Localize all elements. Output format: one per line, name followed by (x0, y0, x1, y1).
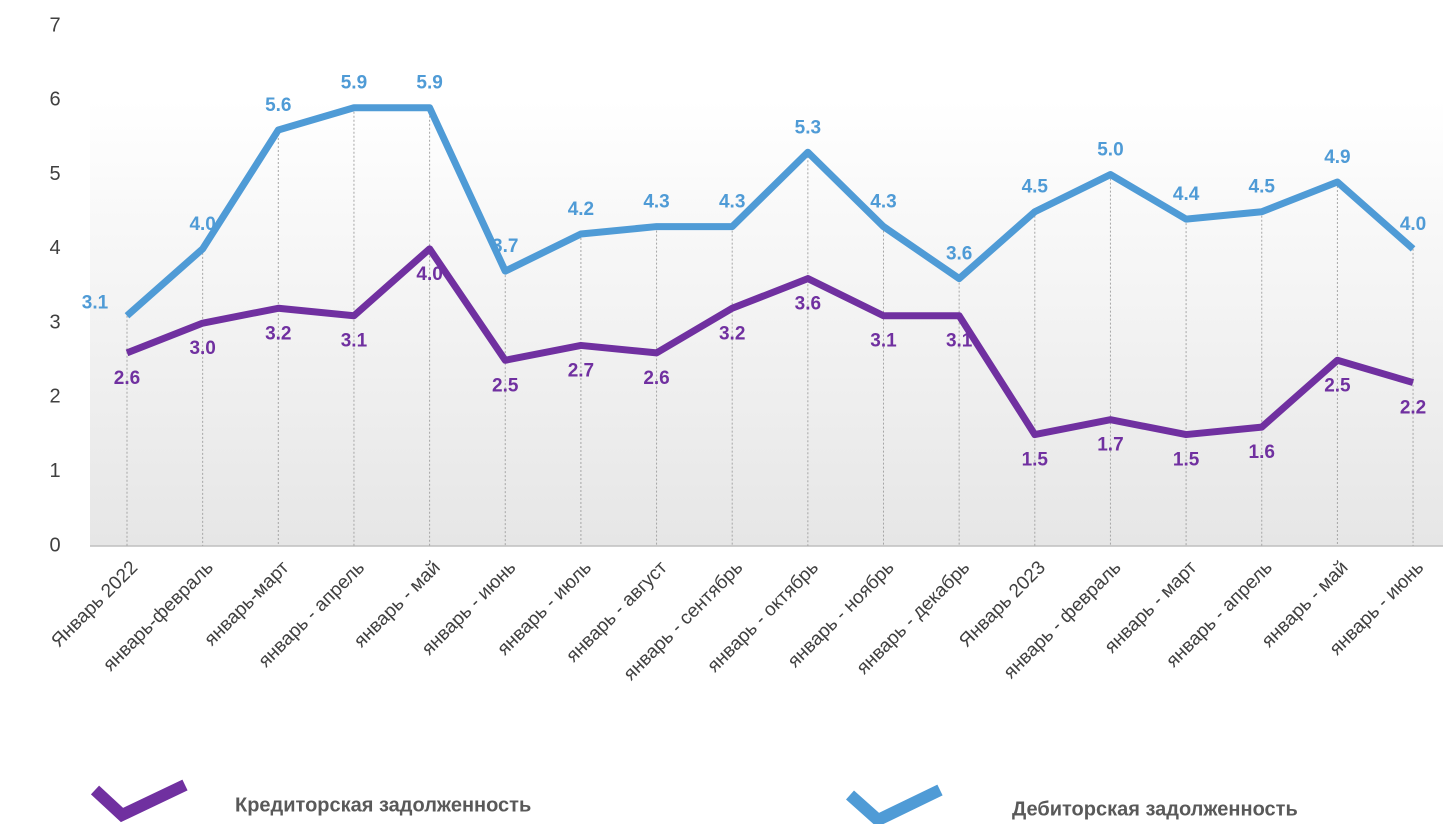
data-label: 4.5 (1249, 177, 1276, 198)
data-label: 1.7 (1097, 435, 1123, 456)
data-label: 4.3 (643, 192, 669, 213)
legend-label: Кредиторская задолженность (235, 794, 531, 816)
data-label: 4.4 (1173, 184, 1200, 205)
data-label: 5.9 (341, 73, 367, 94)
data-label: 4.3 (870, 192, 896, 213)
data-label: 4.9 (1324, 147, 1350, 168)
y-tick-label: 2 (49, 386, 60, 408)
data-label: 5.0 (1097, 140, 1123, 161)
y-tick-label: 1 (49, 460, 60, 482)
data-label: 4.3 (719, 192, 745, 213)
data-label: 1.5 (1173, 450, 1200, 471)
legend-icon (846, 784, 943, 824)
data-label: 3.2 (265, 323, 291, 344)
data-label: 3.2 (719, 323, 745, 344)
data-label: 3.1 (341, 331, 368, 352)
y-tick-label: 6 (49, 89, 60, 111)
legend-icon (90, 779, 188, 823)
data-label: 1.5 (1022, 450, 1049, 471)
data-label: 3.0 (189, 338, 215, 359)
data-label: 2.5 (492, 375, 519, 396)
data-label: 1.6 (1249, 442, 1275, 463)
data-label: 3.1 (946, 331, 973, 352)
data-label: 2.7 (568, 360, 594, 381)
data-label: 2.5 (1324, 375, 1351, 396)
data-label: 3.1 (82, 293, 109, 314)
series-line (124, 104, 1416, 319)
data-label: 5.3 (795, 117, 821, 138)
data-label: 2.6 (643, 368, 669, 389)
data-label: 4.5 (1022, 177, 1049, 198)
data-label: 4.0 (189, 214, 215, 235)
data-label: 4.0 (416, 264, 442, 285)
data-label: 3.7 (492, 236, 518, 257)
legend-label: Дебиторская задолженность (1012, 798, 1298, 820)
y-tick-label: 0 (49, 534, 60, 556)
y-tick-label: 5 (49, 163, 60, 185)
data-label: 5.6 (265, 95, 291, 116)
series-line (125, 245, 1415, 439)
y-tick-label: 4 (49, 237, 60, 259)
data-label: 4.2 (568, 199, 594, 220)
data-label: 3.6 (795, 294, 821, 315)
data-label: 2.6 (114, 368, 140, 389)
plot-background (90, 100, 1443, 546)
y-tick-label: 3 (49, 311, 60, 333)
data-label: 3.1 (870, 331, 897, 352)
data-label: 2.2 (1400, 398, 1426, 419)
data-label: 5.9 (416, 73, 442, 94)
data-label: 4.0 (1400, 214, 1426, 235)
data-label: 3.6 (946, 244, 972, 265)
y-tick-label: 7 (49, 14, 60, 36)
